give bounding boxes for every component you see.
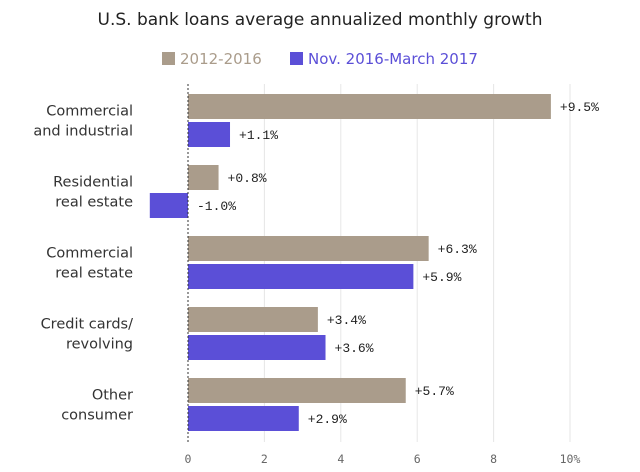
data-label-2-series-1: +0.8% — [228, 171, 267, 186]
bar-4-series-2 — [188, 335, 326, 360]
legend-swatch-2 — [290, 52, 303, 65]
category-label-3-line-1: Commercial — [46, 246, 133, 262]
bar-2-series-1 — [188, 165, 219, 190]
bar-3-series-2 — [188, 264, 414, 289]
bar-1-series-1 — [188, 94, 551, 119]
category-label-4-line-2: revolving — [66, 337, 133, 353]
x-tick-label-2: 2 — [261, 452, 268, 466]
data-label-3-series-1: +6.3% — [438, 242, 477, 257]
data-labels: +9.5% +1.1% +0.8% -1.0% +6.3% +5.9% +3.4% +3.6%… — [197, 100, 599, 427]
category-label-2-line-1: Residential — [53, 175, 133, 191]
bar-5-series-2 — [188, 406, 299, 431]
bars — [149, 94, 551, 431]
x-tick-label-4: 4 — [337, 452, 344, 466]
data-label-1-series-1: +9.5% — [560, 100, 599, 115]
category-label-1-line-1: Commercial — [46, 104, 133, 120]
x-axis: 0 2 4 6 8 10% — [185, 84, 581, 466]
category-labels: Commercial and industrial Residential real … — [33, 104, 133, 424]
category-label-4: Credit cards/revolving — [41, 317, 134, 353]
x-tick-label-6: 6 — [414, 452, 421, 466]
bar-1-series-2 — [188, 122, 231, 147]
category-label-3-line-2: real estate — [55, 266, 133, 282]
legend: 2012-2016 Nov. 2016-March 2017 — [162, 50, 478, 68]
category-label-3: Commercial real estate — [46, 246, 133, 282]
category-label-5-line-2: consumer — [61, 408, 133, 424]
category-label-1-line-2: and industrial — [33, 124, 133, 140]
x-tick-label-0: 0 — [185, 452, 192, 466]
bar-4-series-1 — [188, 307, 318, 332]
x-tick-label-8: 8 — [490, 452, 497, 466]
bar-5-series-1 — [188, 378, 406, 403]
category-label-4-line-1: Credit cards/ — [41, 317, 134, 333]
data-label-2-series-2: -1.0% — [197, 199, 236, 214]
bar-3-series-1 — [188, 236, 429, 261]
data-label-3-series-2: +5.9% — [422, 270, 461, 285]
chart-title: U.S. bank loans average annualized month… — [98, 10, 543, 30]
legend-label-2: Nov. 2016-March 2017 — [308, 50, 478, 68]
category-label-2-line-2: real estate — [55, 195, 133, 211]
data-label-4-series-2: +3.6% — [335, 341, 374, 356]
category-label-5: Other consumer — [61, 388, 133, 424]
category-label-2: Residential real estate — [53, 175, 133, 211]
legend-swatch-1 — [162, 52, 175, 65]
legend-label-1: 2012-2016 — [180, 50, 262, 68]
data-label-1-series-2: +1.1% — [239, 128, 278, 143]
category-label-5-line-1: Other — [92, 388, 133, 404]
data-label-5-series-1: +5.7% — [415, 384, 454, 399]
x-tick-label-10: 10% — [560, 452, 581, 466]
bar-2-series-2 — [149, 193, 188, 218]
data-label-4-series-1: +3.4% — [327, 313, 366, 328]
data-label-5-series-2: +2.9% — [308, 412, 347, 427]
category-label-1: Commercial and industrial — [33, 104, 133, 140]
